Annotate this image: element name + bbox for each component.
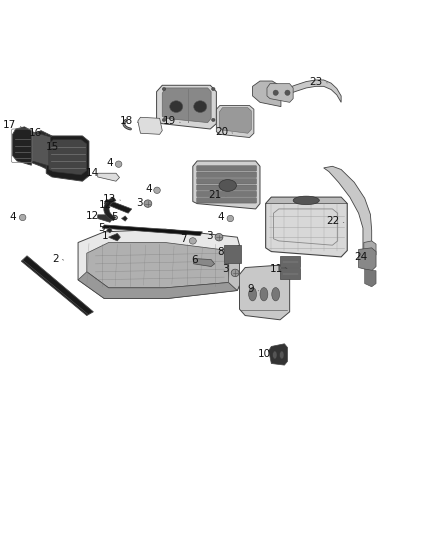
Polygon shape (162, 88, 211, 123)
Polygon shape (253, 81, 281, 107)
FancyBboxPatch shape (197, 166, 257, 171)
Text: 6: 6 (191, 255, 198, 264)
Text: 11: 11 (269, 264, 283, 274)
Polygon shape (78, 229, 240, 298)
Polygon shape (269, 344, 287, 365)
Ellipse shape (272, 288, 279, 301)
Polygon shape (46, 136, 89, 181)
Text: 4: 4 (10, 212, 17, 222)
Polygon shape (98, 215, 113, 222)
FancyBboxPatch shape (197, 185, 257, 190)
Ellipse shape (279, 351, 284, 359)
Text: 8: 8 (218, 247, 224, 257)
Text: 1: 1 (102, 231, 108, 240)
Polygon shape (32, 132, 50, 166)
Text: 24: 24 (354, 253, 368, 262)
Polygon shape (229, 245, 240, 290)
Text: 23: 23 (310, 77, 323, 86)
FancyBboxPatch shape (197, 198, 257, 203)
FancyBboxPatch shape (280, 256, 300, 267)
Ellipse shape (249, 288, 257, 301)
Ellipse shape (231, 269, 239, 277)
Polygon shape (138, 117, 162, 134)
Text: 21: 21 (208, 190, 222, 199)
Text: 19: 19 (162, 116, 176, 126)
FancyBboxPatch shape (197, 191, 257, 197)
Text: 7: 7 (180, 234, 187, 244)
Polygon shape (49, 140, 87, 175)
Ellipse shape (293, 196, 319, 205)
Polygon shape (266, 197, 347, 257)
Ellipse shape (215, 233, 223, 241)
Ellipse shape (154, 187, 160, 193)
Ellipse shape (189, 238, 196, 244)
Polygon shape (157, 85, 216, 129)
Polygon shape (365, 269, 376, 287)
Text: 16: 16 (28, 128, 42, 138)
Polygon shape (364, 241, 376, 259)
Ellipse shape (170, 101, 183, 112)
Text: 2: 2 (52, 254, 58, 263)
FancyBboxPatch shape (197, 179, 257, 184)
Text: 5: 5 (98, 223, 105, 232)
Polygon shape (266, 197, 347, 204)
Polygon shape (359, 248, 376, 271)
Text: 22: 22 (326, 216, 339, 226)
Text: 14: 14 (86, 168, 99, 178)
Text: 5: 5 (111, 212, 118, 222)
FancyBboxPatch shape (224, 245, 241, 263)
Polygon shape (13, 127, 32, 165)
Text: 20: 20 (215, 127, 228, 136)
Ellipse shape (162, 87, 166, 91)
Polygon shape (267, 84, 293, 102)
Text: 12: 12 (99, 200, 112, 210)
Polygon shape (21, 256, 93, 316)
Polygon shape (102, 225, 202, 236)
Text: 3: 3 (137, 198, 143, 207)
Text: 10: 10 (258, 350, 270, 359)
Polygon shape (104, 199, 132, 213)
Ellipse shape (144, 200, 152, 207)
Ellipse shape (194, 101, 207, 112)
Polygon shape (216, 106, 254, 138)
Ellipse shape (272, 351, 277, 359)
Polygon shape (98, 173, 120, 181)
Text: 12: 12 (86, 211, 99, 221)
Polygon shape (106, 228, 112, 233)
FancyBboxPatch shape (197, 172, 257, 177)
Text: 3: 3 (222, 264, 229, 274)
Ellipse shape (219, 180, 237, 191)
Ellipse shape (212, 87, 215, 91)
Polygon shape (194, 259, 215, 266)
Polygon shape (78, 272, 237, 298)
Text: 4: 4 (107, 158, 113, 167)
Polygon shape (219, 108, 251, 133)
Polygon shape (271, 80, 341, 102)
Ellipse shape (273, 90, 278, 95)
Text: 4: 4 (145, 184, 152, 194)
Polygon shape (32, 131, 52, 172)
Ellipse shape (162, 118, 166, 122)
Text: 3: 3 (206, 231, 213, 241)
Ellipse shape (212, 118, 215, 122)
Text: 15: 15 (46, 142, 59, 151)
Polygon shape (109, 233, 120, 241)
Polygon shape (87, 243, 229, 288)
Text: 9: 9 (248, 285, 254, 294)
Ellipse shape (260, 288, 268, 301)
Polygon shape (104, 197, 116, 221)
Text: 17: 17 (4, 120, 17, 130)
Polygon shape (240, 265, 290, 320)
Text: 13: 13 (103, 194, 116, 204)
Polygon shape (324, 166, 372, 252)
Ellipse shape (285, 90, 290, 95)
Text: 4: 4 (218, 213, 224, 222)
Ellipse shape (115, 161, 122, 167)
Text: 18: 18 (120, 116, 134, 126)
Polygon shape (193, 161, 260, 209)
FancyBboxPatch shape (280, 268, 300, 279)
Polygon shape (122, 216, 127, 221)
Ellipse shape (19, 214, 26, 221)
Ellipse shape (227, 215, 233, 222)
